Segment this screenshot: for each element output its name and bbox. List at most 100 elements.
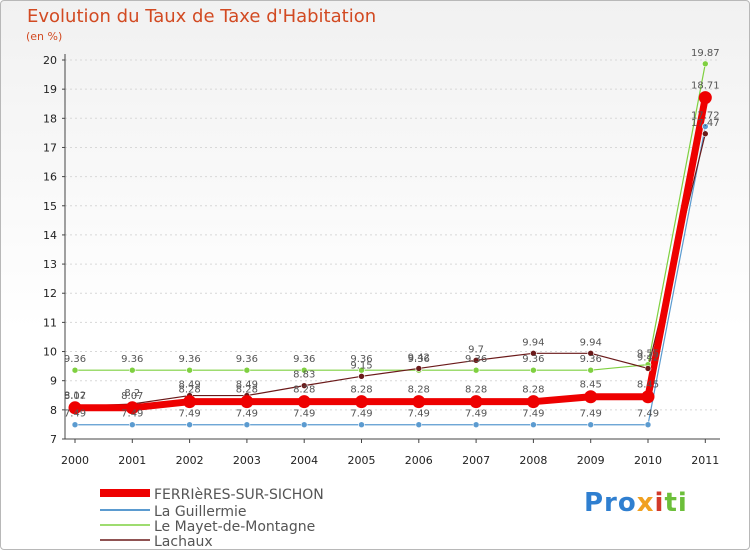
y-tick-label: 11	[43, 316, 57, 329]
x-tick-label: 2009	[577, 454, 605, 467]
data-label: 8.07	[64, 391, 86, 402]
data-point	[412, 395, 426, 409]
x-tick-label: 2000	[61, 454, 89, 467]
data-point	[300, 366, 308, 374]
data-point	[415, 421, 423, 429]
x-tick-label: 2004	[290, 454, 318, 467]
data-label: 7.49	[522, 409, 544, 420]
data-label: 8.28	[408, 385, 430, 396]
y-tick-label: 15	[43, 200, 57, 213]
data-point	[641, 390, 655, 404]
data-label: 9.42	[637, 352, 659, 363]
data-label: 9.42	[408, 352, 430, 363]
data-point	[183, 395, 197, 409]
data-label: 8.49	[178, 380, 200, 391]
data-label: 7.49	[580, 409, 602, 420]
series-line	[74, 133, 706, 407]
data-point	[300, 421, 308, 429]
data-label: 7.49	[350, 409, 372, 420]
data-point	[125, 401, 139, 415]
y-tick-label: 9	[50, 375, 57, 388]
logo-part: i	[654, 488, 665, 518]
data-label: 9.36	[293, 354, 315, 365]
logo-part: x	[636, 488, 655, 518]
y-tick-label: 19	[43, 83, 57, 96]
data-point	[644, 365, 652, 372]
data-label: 9.94	[522, 337, 544, 348]
data-label: 17.47	[691, 118, 720, 129]
data-point	[186, 366, 193, 374]
data-point	[701, 130, 709, 138]
y-tick-label: 12	[43, 287, 57, 300]
legend-label: La Guillermie	[154, 504, 246, 520]
data-label: 8.28	[465, 385, 487, 396]
legend-label: FERRIèRES-SUR-SICHON	[154, 487, 324, 503]
x-tick-label: 2005	[348, 454, 376, 467]
data-point	[243, 366, 251, 374]
x-tick-label: 2001	[118, 454, 146, 467]
x-tick-label: 2006	[405, 454, 433, 467]
y-tick-label: 7	[50, 433, 57, 446]
x-tick-label: 2011	[691, 454, 719, 467]
data-label: 9.7	[468, 344, 484, 355]
data-label: 9.36	[580, 354, 602, 365]
data-label: 8.45	[580, 380, 602, 391]
data-point	[587, 366, 595, 374]
data-point	[701, 123, 709, 130]
data-point	[472, 366, 480, 374]
data-label: 9.55	[637, 349, 659, 360]
y-tick-label: 14	[43, 229, 57, 242]
data-label: 8.2	[124, 388, 140, 399]
data-label: 7.49	[121, 409, 143, 420]
data-label: 9.15	[350, 360, 372, 371]
data-point	[71, 366, 79, 374]
data-point	[584, 390, 598, 404]
data-point	[472, 421, 480, 429]
data-point	[472, 356, 480, 364]
data-label: 8.28	[236, 385, 258, 396]
data-point	[243, 421, 251, 429]
data-label: 9.36	[121, 354, 143, 365]
data-label: 8.49	[236, 380, 258, 391]
data-point	[358, 373, 365, 380]
data-label: 8.28	[350, 385, 372, 396]
data-point	[300, 382, 308, 389]
data-point	[530, 349, 537, 357]
data-label: 9.36	[350, 354, 372, 365]
logo-part: ti	[664, 488, 688, 518]
y-tick-label: 16	[43, 171, 57, 184]
series-line	[75, 63, 706, 371]
data-point	[240, 395, 254, 409]
data-point	[358, 421, 365, 429]
y-tick-label: 17	[43, 141, 57, 154]
data-label: 9.36	[64, 354, 86, 365]
x-tick-label: 2002	[176, 454, 204, 467]
data-point	[129, 421, 136, 429]
data-label: 9.36	[236, 354, 258, 365]
data-label: 9.94	[580, 337, 602, 348]
data-point	[129, 366, 136, 374]
data-point	[469, 395, 483, 409]
data-label: 8.28	[522, 385, 544, 396]
legend-label: Le Mayet-de-Montagne	[154, 519, 315, 535]
data-label: 8.28	[293, 385, 315, 396]
x-tick-label: 2007	[462, 454, 490, 467]
data-point	[701, 60, 709, 68]
data-label: 19.87	[691, 48, 720, 59]
data-label: 8.12	[64, 390, 86, 401]
series-line	[75, 96, 709, 412]
y-axis-unit: (en %)	[26, 30, 63, 43]
data-label: 7.49	[408, 409, 430, 420]
data-point	[186, 421, 193, 429]
data-label: 7.49	[293, 409, 315, 420]
data-label: 17.72	[691, 110, 720, 121]
data-label: 7.49	[64, 409, 86, 420]
data-label: 8.45	[637, 380, 659, 391]
data-point	[587, 349, 595, 357]
data-label: 7.49	[236, 409, 258, 420]
data-point	[297, 395, 311, 409]
data-point	[698, 91, 712, 105]
data-label: 7.49	[465, 409, 487, 420]
data-point	[68, 401, 82, 415]
